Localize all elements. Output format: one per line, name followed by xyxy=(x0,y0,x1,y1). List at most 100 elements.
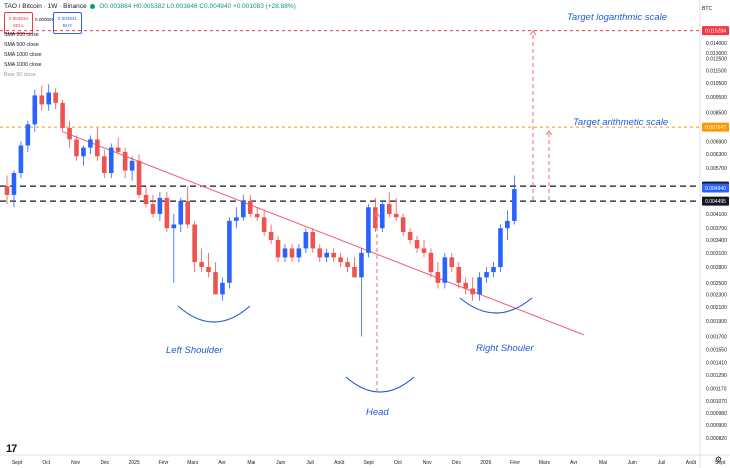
symbol-title[interactable]: TAO / Bitcoin · 1W · Binance xyxy=(4,3,87,10)
candle-body xyxy=(95,139,100,157)
sell-label: SELL xyxy=(12,23,25,28)
right-shoulder-label: Right Shouler xyxy=(476,343,534,354)
candle-body xyxy=(25,124,31,146)
candle-body xyxy=(81,147,86,157)
y-tick-label: 0.006900 xyxy=(706,139,727,145)
candle-body xyxy=(512,189,517,221)
y-tick-label: 0.005700 xyxy=(706,166,727,172)
candle-body xyxy=(206,267,211,273)
y-tick-label: 0.009500 xyxy=(706,95,727,101)
candle-body xyxy=(463,282,468,289)
y-tick-label: 0.000980 xyxy=(706,411,727,417)
y-tick-label: 0.014000 xyxy=(706,41,727,47)
x-tick-label: Juil xyxy=(658,460,666,466)
tradingview-logo: 17 xyxy=(6,443,17,455)
buy-button[interactable]: 0.004941 BUY xyxy=(53,12,82,34)
x-tick-label: Oct xyxy=(42,460,50,466)
y-tick-label: 0.002800 xyxy=(706,265,727,271)
candle-body xyxy=(234,217,239,221)
y-tick-label: 0.001900 xyxy=(706,319,727,325)
candle-body xyxy=(275,239,281,258)
candle-body xyxy=(136,160,142,195)
x-tick-label: Févr xyxy=(159,460,169,466)
sell-price: 0.004934 xyxy=(8,16,29,21)
candle-body xyxy=(88,139,93,148)
candle-body xyxy=(46,92,51,105)
buy-label: BUY xyxy=(62,23,73,28)
x-tick-label: Nov xyxy=(71,460,80,466)
candle-body xyxy=(129,160,135,171)
candle-body xyxy=(282,248,288,258)
indicator-bear-50[interactable]: Bear 50 close xyxy=(4,72,36,78)
indicator-sma-200[interactable]: SMA 200 close xyxy=(4,32,39,38)
candle-body xyxy=(477,277,482,295)
price-label-box xyxy=(702,196,729,206)
candle-body xyxy=(143,194,149,205)
y-tick-label: 0.001410 xyxy=(706,361,727,367)
candle-body xyxy=(435,272,441,283)
x-tick-label: Juin xyxy=(276,460,285,466)
settings-gear-icon[interactable]: ⚙ xyxy=(714,455,722,464)
candle-body xyxy=(185,200,190,225)
x-tick-label: Nov xyxy=(423,460,432,466)
candle-body xyxy=(157,197,163,214)
candle-body xyxy=(310,232,316,249)
y-tick-label: 0.013000 xyxy=(706,51,727,57)
candle-body xyxy=(484,272,489,278)
y-tick-label: 0.010500 xyxy=(706,81,727,87)
y-tick-label: 0.008500 xyxy=(706,110,727,116)
candle-body xyxy=(456,267,462,283)
head-label: Head xyxy=(366,407,389,418)
x-tick-label: Déc xyxy=(452,460,461,466)
y-tick-label: 0.002100 xyxy=(706,305,727,311)
candle-body xyxy=(254,213,260,218)
candle-body xyxy=(164,197,170,229)
candle-body xyxy=(247,200,253,214)
y-tick-label: 0.011500 xyxy=(706,68,727,74)
y-tick-label: 0.004100 xyxy=(706,212,727,218)
candle-body xyxy=(60,102,65,128)
y-tick-label: 0.006300 xyxy=(706,152,727,158)
candle-body xyxy=(407,232,413,240)
currency-label: BTC xyxy=(702,6,712,12)
y-tick-label: 0.002300 xyxy=(706,292,727,298)
candle-body xyxy=(296,248,302,258)
target-log-label: Target logarithmic scale xyxy=(567,12,667,23)
candle-body xyxy=(505,220,510,229)
candle-body xyxy=(11,172,17,195)
x-tick-label: Mai xyxy=(247,460,255,466)
candle-body xyxy=(352,267,357,278)
candle-body xyxy=(380,204,385,229)
y-tick-label: 0.003100 xyxy=(706,251,727,257)
x-tick-label: Mars xyxy=(539,460,551,466)
sell-button[interactable]: 0.004934 SELL xyxy=(4,12,33,34)
candle-body xyxy=(289,248,295,258)
y-tick-label: 0.000820 xyxy=(706,436,727,442)
left-shoulder-label: Left Shoulder xyxy=(166,345,223,356)
ohlc-values: O0.003864 H0.005382 L0.003846 C0.004940 … xyxy=(99,3,296,10)
candle-body xyxy=(303,232,309,249)
candle-body xyxy=(122,151,128,171)
candle-body xyxy=(241,200,246,218)
candle-body xyxy=(359,252,364,278)
x-tick-label: Avr xyxy=(218,460,226,466)
candle-body xyxy=(67,127,72,140)
target-log-arrow-head xyxy=(529,30,537,36)
indicator-sma-1000-b[interactable]: SMA 1000 close xyxy=(4,62,42,68)
head-arc xyxy=(345,376,415,393)
price-label-text: 0.004940 xyxy=(705,186,726,192)
candle-body xyxy=(338,257,343,263)
x-tick-label: Août xyxy=(334,460,345,466)
candle-body xyxy=(178,200,184,225)
candle-body xyxy=(317,248,323,258)
candle-body xyxy=(53,92,58,103)
x-tick-label: Mars xyxy=(187,460,199,466)
indicator-sma-1000[interactable]: SMA 1000 close xyxy=(4,52,42,58)
head-height-arrow-head xyxy=(373,212,381,218)
indicator-sma-500[interactable]: SMA 500 close xyxy=(4,42,39,48)
candle-body xyxy=(324,252,329,258)
right-shoulder-arc xyxy=(459,297,533,314)
candle-body xyxy=(18,145,24,173)
candle-body xyxy=(449,257,455,268)
